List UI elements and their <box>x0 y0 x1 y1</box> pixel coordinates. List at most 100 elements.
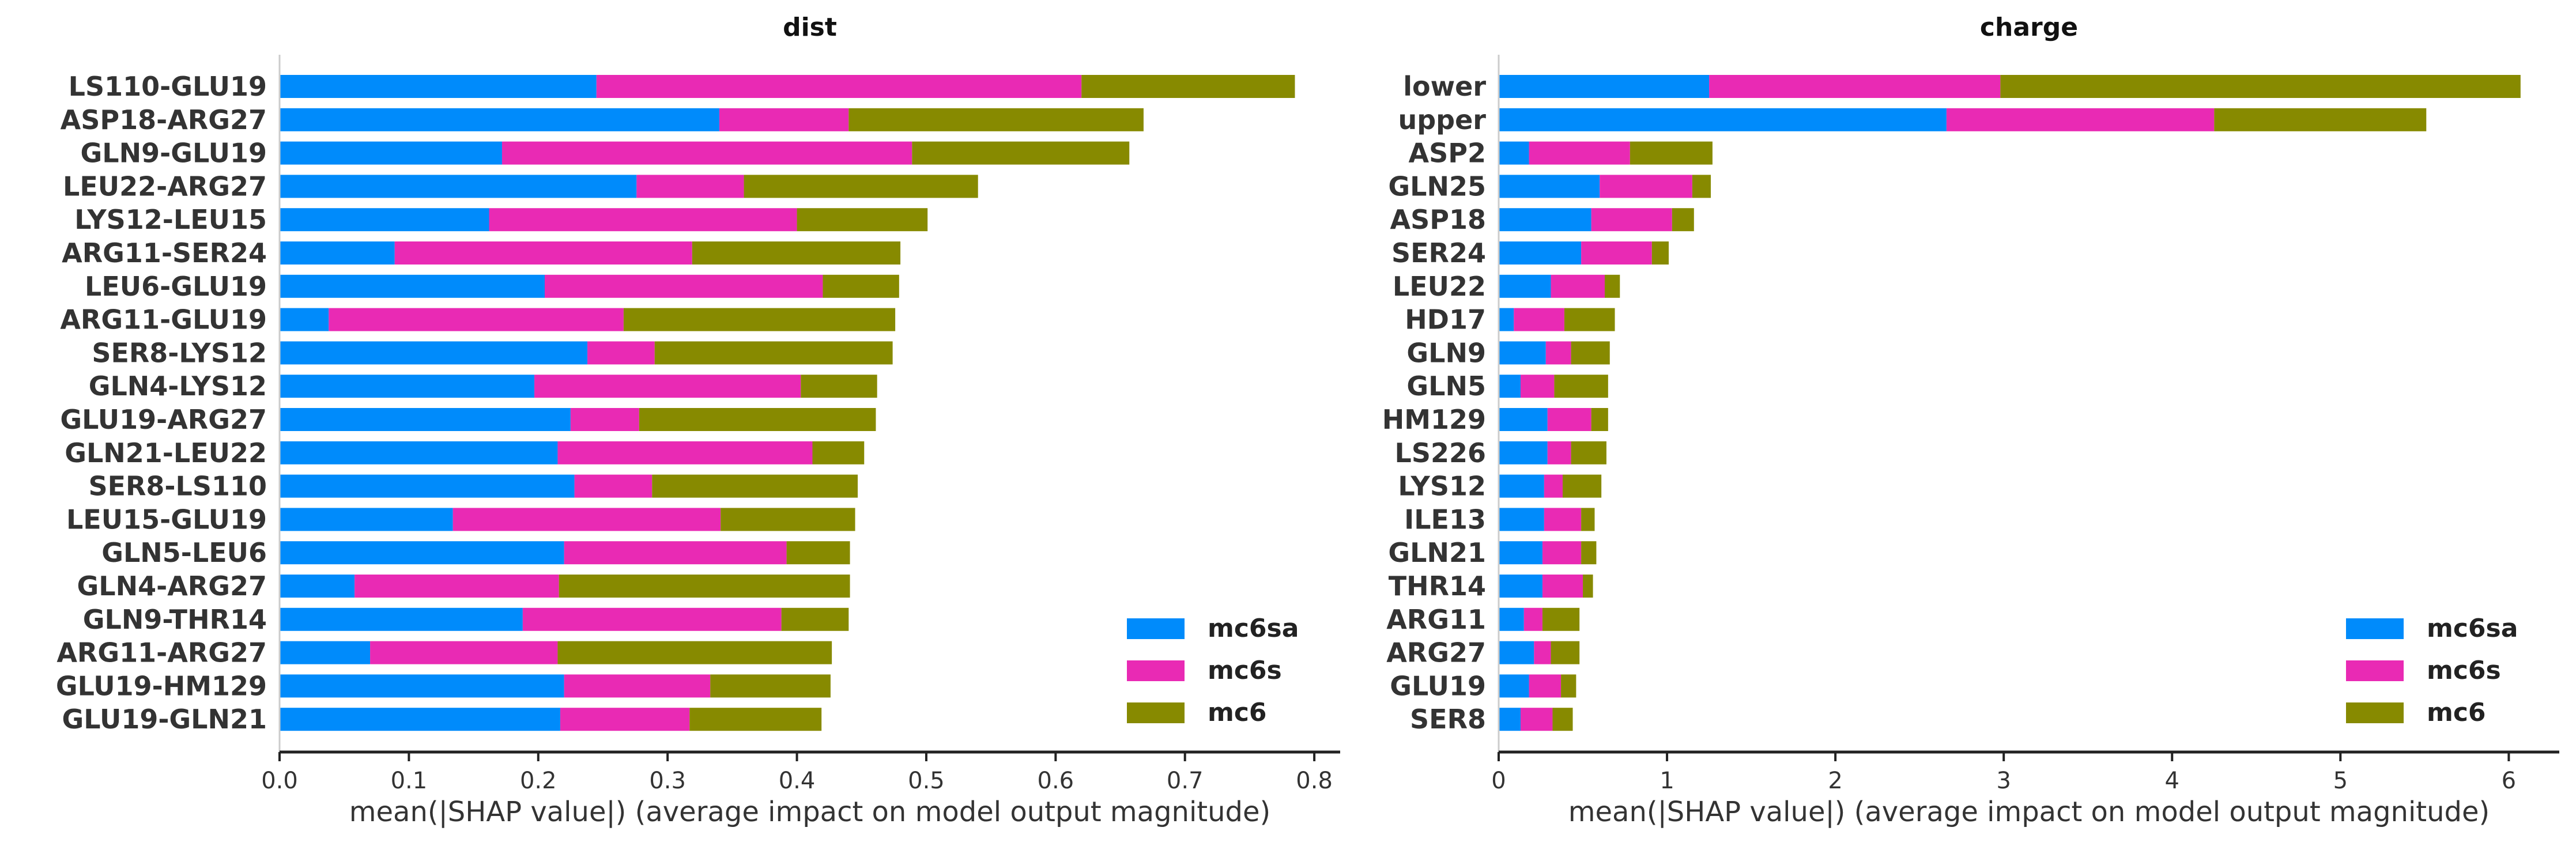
bar-mc6s-ASP2 <box>1529 141 1630 165</box>
bar-mc6-GLU19-ARG27 <box>639 408 876 431</box>
bar-mc6-LYS12 <box>1562 474 1602 498</box>
category-label: LYS12 <box>1398 471 1486 502</box>
bar-mc6s-GLU19-ARG27 <box>570 408 639 431</box>
legend-label: mc6sa <box>2427 614 2518 643</box>
bar-mc6s-ASP18 <box>1591 208 1672 232</box>
bar-mc6-GLN25 <box>1692 175 1711 198</box>
category-label: ARG11-SER24 <box>62 237 267 269</box>
bar-mc6sa-SER24 <box>1499 241 1582 265</box>
legend: mc6sa mc6s mc6 <box>1127 614 1299 727</box>
bar-mc6s-THR14 <box>1542 575 1583 598</box>
bar-mc6sa-LS226 <box>1499 441 1548 464</box>
bar-mc6s-GLN5-LEU6 <box>564 541 787 565</box>
bar-mc6s-GLU19-HM129 <box>564 674 711 698</box>
bar-mc6sa-LEU15-GLU19 <box>280 508 453 531</box>
category-label: GLN4-ARG27 <box>77 571 267 602</box>
category-label: ILE13 <box>1404 504 1486 535</box>
x-tick-label: 0.4 <box>779 768 816 794</box>
legend-swatch-mc6 <box>1127 702 1185 723</box>
x-tick-label: 3 <box>1996 768 2011 794</box>
bar-mc6-LYS12-LEU15 <box>797 208 928 232</box>
legend-label: mc6 <box>1208 698 1267 727</box>
category-label: LS110-GLU19 <box>69 71 267 102</box>
bar-mc6s-SER24 <box>1581 241 1652 265</box>
bar-mc6-LEU6-GLU19 <box>823 274 899 298</box>
bar-mc6sa-HD17 <box>1499 308 1514 331</box>
bar-mc6s-LEU22-ARG27 <box>636 175 744 198</box>
bar-mc6-upper <box>2214 108 2427 131</box>
category-label: LEU15-GLU19 <box>66 504 267 535</box>
bar-mc6-lower <box>2000 75 2521 98</box>
legend-swatch-mc6sa <box>1127 618 1185 639</box>
category-label: SER8 <box>1410 704 1486 735</box>
bar-mc6sa-ARG11 <box>1499 607 1524 631</box>
category-label: lower <box>1403 71 1486 102</box>
category-label: GLN9 <box>1406 337 1486 368</box>
bar-mc6sa-THR14 <box>1499 575 1542 598</box>
bar-mc6-HD17 <box>1564 308 1615 331</box>
bar-mc6sa-GLN4-LYS12 <box>280 375 535 398</box>
bar-mc6-GLN9-GLU19 <box>912 141 1130 165</box>
bar-mc6-ASP2 <box>1630 141 1713 165</box>
x-tick-label: 0.1 <box>391 768 428 794</box>
bar-mc6s-GLN9 <box>1545 341 1571 365</box>
category-label: LS226 <box>1395 437 1486 469</box>
bar-mc6-SER24 <box>1651 241 1669 265</box>
bar-mc6sa-SER8-LS110 <box>280 474 575 498</box>
bar-mc6-GLN21 <box>1581 541 1597 565</box>
category-label: ARG11-ARG27 <box>56 637 267 668</box>
legend-label: mc6 <box>2427 698 2486 727</box>
bar-mc6s-GLN9-GLU19 <box>501 141 912 165</box>
chart-title: charge <box>1980 13 2078 42</box>
bar-mc6s-GLU19 <box>1529 674 1562 698</box>
category-label: GLN4-LYS12 <box>89 371 267 402</box>
legend-label: mc6s <box>1208 656 1282 685</box>
bar-mc6s-SER8 <box>1520 708 1553 731</box>
bar-mc6s-LYS12-LEU15 <box>489 208 797 232</box>
bar-mc6s-GLN4-ARG27 <box>354 575 559 598</box>
x-tick-label: 0.3 <box>649 768 686 794</box>
bar-mc6s-ARG11-SER24 <box>394 241 692 265</box>
bar-mc6-GLN5-LEU6 <box>786 541 850 565</box>
bar-mc6sa-GLN25 <box>1499 175 1600 198</box>
bar-mc6sa-ASP18 <box>1499 208 1591 232</box>
bar-mc6sa-LEU22 <box>1499 274 1551 298</box>
category-label: GLN25 <box>1388 171 1486 202</box>
bar-mc6s-GLN21-LEU22 <box>557 441 813 464</box>
category-label: THR14 <box>1389 571 1486 602</box>
category-label: ARG11 <box>1386 604 1486 635</box>
bar-mc6-SER8-LYS12 <box>654 341 893 365</box>
legend: mc6sa mc6s mc6 <box>2346 614 2518 727</box>
bar-mc6-GLN5 <box>1554 375 1608 398</box>
bar-mc6s-GLN9-THR14 <box>522 607 782 631</box>
bar-mc6sa-ARG11-GLU19 <box>280 308 329 331</box>
x-tick-label: 0.5 <box>908 768 945 794</box>
bar-mc6s-ARG27 <box>1534 641 1551 664</box>
category-label: HD17 <box>1405 304 1486 335</box>
bar-mc6-ARG11-SER24 <box>692 241 901 265</box>
category-label: ASP18 <box>1390 204 1486 235</box>
bar-mc6-ARG27 <box>1551 641 1580 664</box>
bar-mc6s-LEU22 <box>1551 274 1605 298</box>
category-label: GLU19-GLN21 <box>62 704 267 735</box>
bar-mc6s-GLN21 <box>1542 541 1582 565</box>
bar-mc6s-GLN4-LYS12 <box>534 375 801 398</box>
bar-mc6-LEU22-ARG27 <box>744 175 978 198</box>
category-label: GLU19-ARG27 <box>60 404 267 435</box>
bar-mc6s-ARG11 <box>1523 607 1542 631</box>
bar-mc6sa-GLU19-HM129 <box>280 674 564 698</box>
bar-mc6s-HD17 <box>1514 308 1564 331</box>
bar-mc6-SER8 <box>1552 708 1573 731</box>
bar-mc6sa-GLN21 <box>1499 541 1542 565</box>
bar-mc6-ARG11-ARG27 <box>557 641 832 664</box>
bar-mc6s-LS226 <box>1547 441 1571 464</box>
bar-mc6-LS110-GLU19 <box>1081 75 1295 98</box>
x-axis-label: mean(|SHAP value|) (average impact on mo… <box>349 796 1271 828</box>
bar-mc6sa-LEU6-GLU19 <box>280 274 545 298</box>
bar-mc6-GLU19 <box>1561 674 1576 698</box>
bar-mc6sa-GLN9-THR14 <box>280 607 523 631</box>
chart-panel-charge: charge lowerupperASP2GLN25ASP18SER24LEU22… <box>1382 13 2559 828</box>
bar-mc6sa-GLN21-LEU22 <box>280 441 558 464</box>
